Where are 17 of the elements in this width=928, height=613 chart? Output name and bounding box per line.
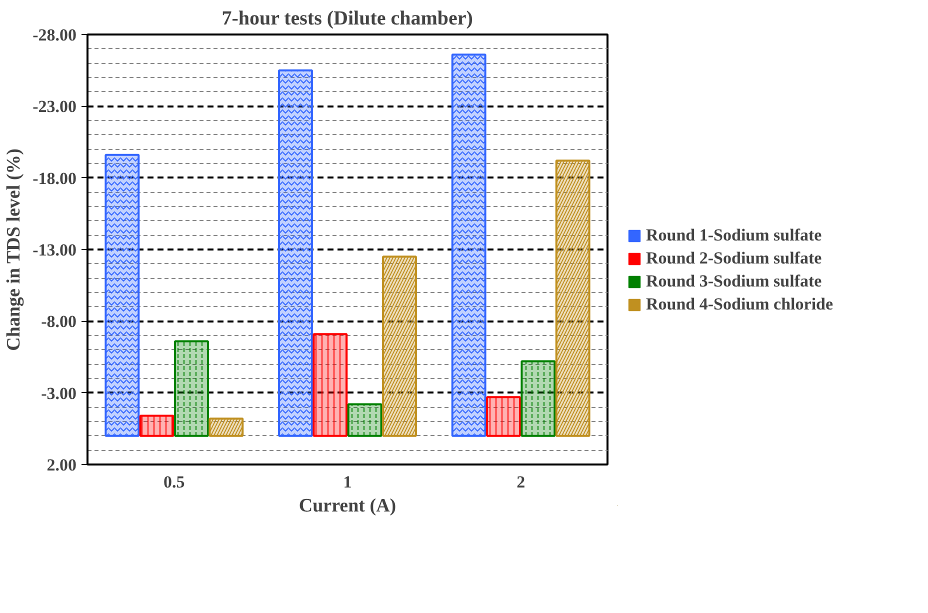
y-tick-label: -8.00	[41, 312, 77, 332]
legend-label: Round 2-Sodium sulfate	[646, 248, 822, 268]
x-tick-label: 1	[343, 472, 352, 492]
x-axis-title: Current (A)	[298, 496, 396, 516]
x-tick-label: 2	[516, 472, 526, 492]
legend-label: Round 1-Sodium sulfate	[646, 225, 822, 245]
y-tick-label: 2.00	[46, 456, 76, 474]
y-tick-label: -3.00	[41, 384, 77, 403]
y-tick-label: -28.00	[32, 26, 77, 44]
y-axis-title: Change in TDS level (%)	[4, 148, 25, 351]
y-tick-label: -13.00	[32, 240, 77, 260]
legend-label: Round 3-Sodium sulfate	[646, 271, 822, 291]
legend-label: Round 4-Sodium chloride	[646, 294, 834, 314]
chart-title: 7-hour tests (Dilute chamber)	[222, 8, 473, 30]
y-tick-label: -23.00	[32, 97, 77, 116]
x-tick-label: 0.5	[164, 472, 185, 492]
y-tick-label: -18.00	[32, 168, 77, 188]
